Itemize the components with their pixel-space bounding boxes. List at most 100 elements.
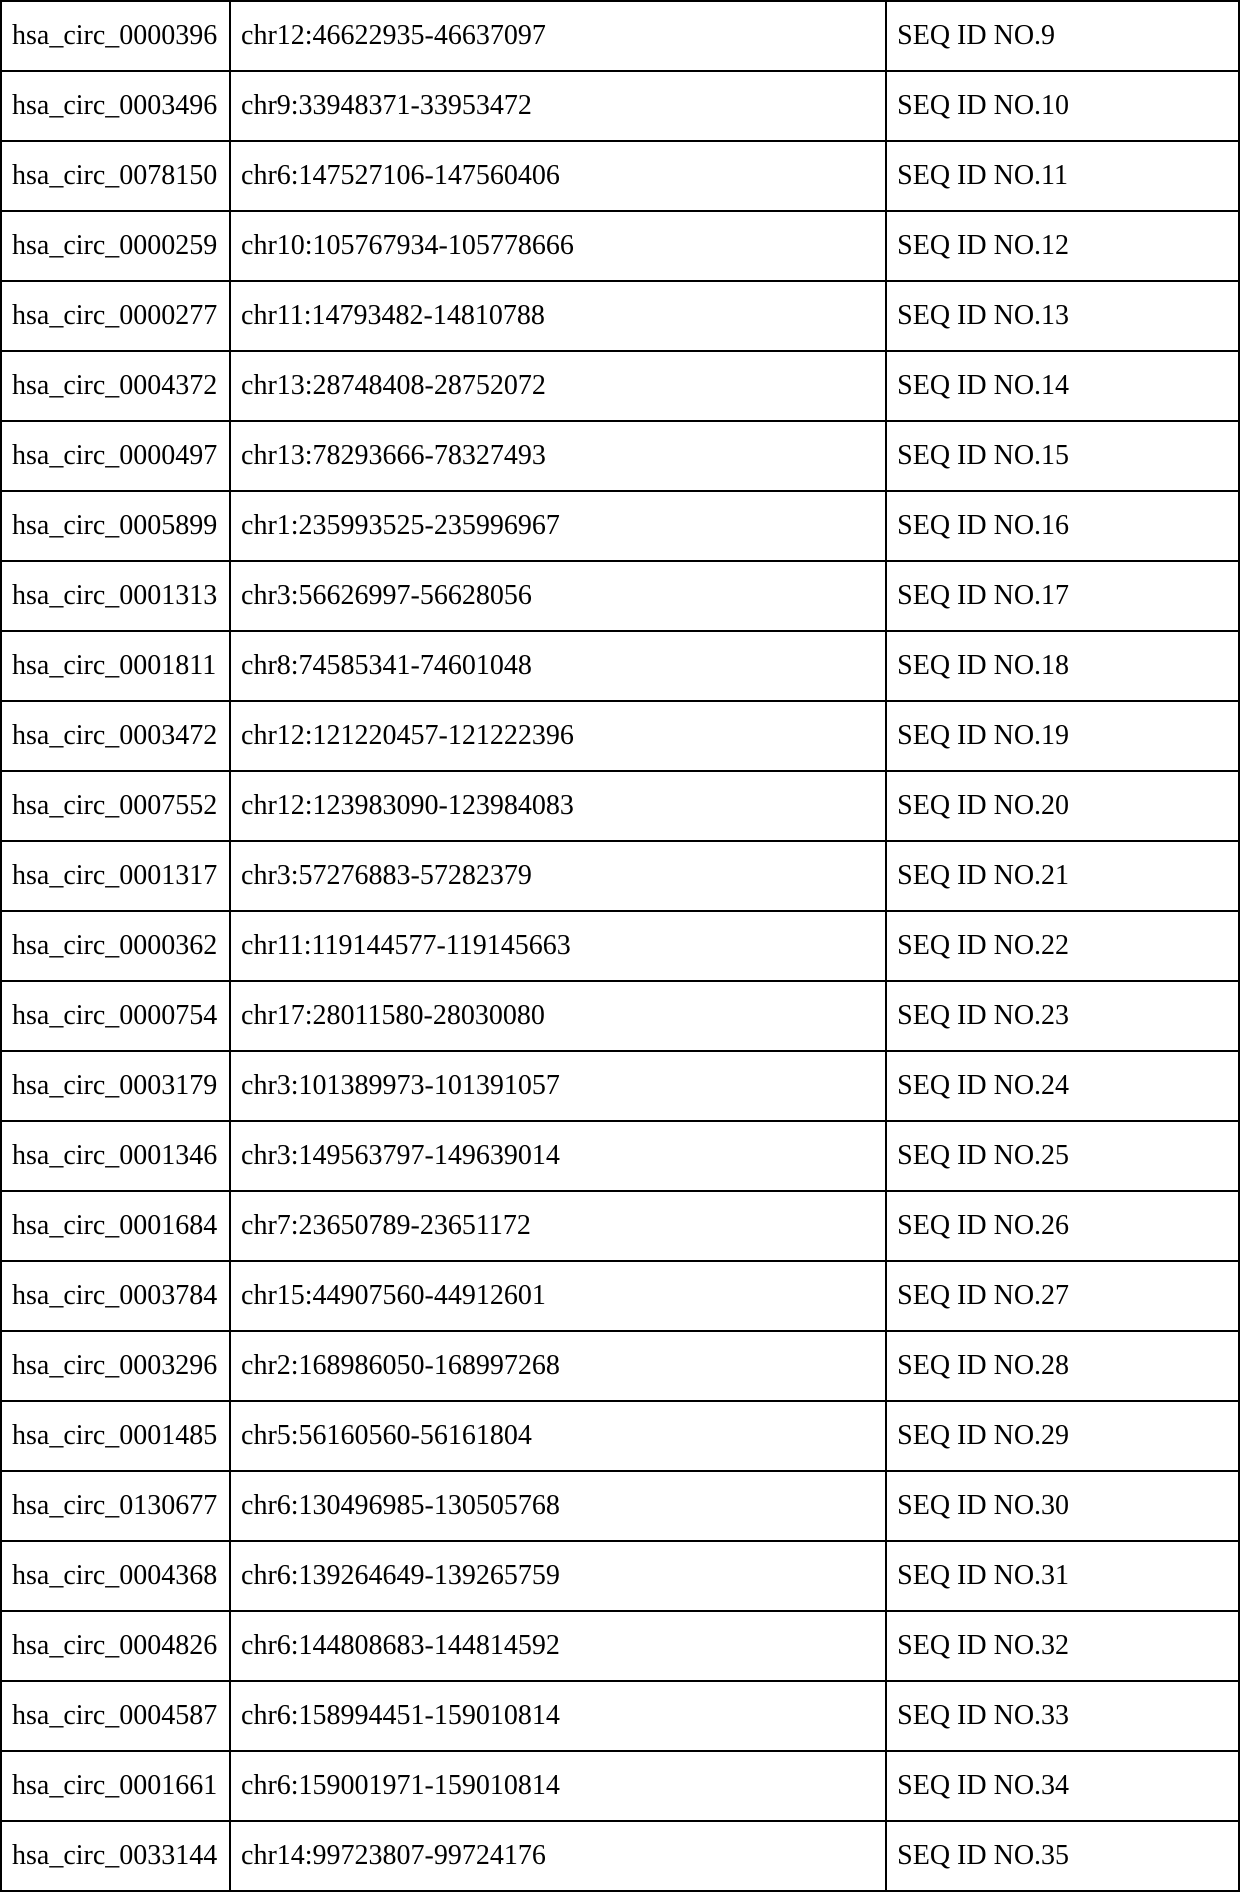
location-cell: chr3:149563797-149639014 <box>230 1121 886 1191</box>
location-cell: chr6:159001971-159010814 <box>230 1751 886 1821</box>
seq-id-cell: SEQ ID NO.33 <box>886 1681 1239 1751</box>
table-row: hsa_circ_0001811chr8:74585341-74601048SE… <box>1 631 1239 701</box>
table-row: hsa_circ_0003496chr9:33948371-33953472SE… <box>1 71 1239 141</box>
table-row: hsa_circ_0001346chr3:149563797-149639014… <box>1 1121 1239 1191</box>
location-cell: chr1:235993525-235996967 <box>230 491 886 561</box>
circ-id-cell: hsa_circ_0004587 <box>1 1681 230 1751</box>
seq-id-cell: SEQ ID NO.28 <box>886 1331 1239 1401</box>
table-row: hsa_circ_0004368chr6:139264649-139265759… <box>1 1541 1239 1611</box>
location-cell: chr3:101389973-101391057 <box>230 1051 886 1121</box>
circ-id-cell: hsa_circ_0001684 <box>1 1191 230 1261</box>
circ-id-cell: hsa_circ_0007552 <box>1 771 230 841</box>
seq-id-cell: SEQ ID NO.19 <box>886 701 1239 771</box>
circ-id-cell: hsa_circ_0130677 <box>1 1471 230 1541</box>
location-cell: chr17:28011580-28030080 <box>230 981 886 1051</box>
seq-id-cell: SEQ ID NO.15 <box>886 421 1239 491</box>
location-cell: chr10:105767934-105778666 <box>230 211 886 281</box>
location-cell: chr2:168986050-168997268 <box>230 1331 886 1401</box>
location-cell: chr13:78293666-78327493 <box>230 421 886 491</box>
table-row: hsa_circ_0000259chr10:105767934-10577866… <box>1 211 1239 281</box>
table-row: hsa_circ_0003296chr2:168986050-168997268… <box>1 1331 1239 1401</box>
seq-id-cell: SEQ ID NO.17 <box>886 561 1239 631</box>
location-cell: chr12:121220457-121222396 <box>230 701 886 771</box>
seq-id-cell: SEQ ID NO.14 <box>886 351 1239 421</box>
seq-id-cell: SEQ ID NO.31 <box>886 1541 1239 1611</box>
circ-id-cell: hsa_circ_0001811 <box>1 631 230 701</box>
seq-id-cell: SEQ ID NO.13 <box>886 281 1239 351</box>
seq-id-cell: SEQ ID NO.10 <box>886 71 1239 141</box>
table-row: hsa_circ_0000497chr13:78293666-78327493S… <box>1 421 1239 491</box>
seq-id-cell: SEQ ID NO.26 <box>886 1191 1239 1261</box>
circ-id-cell: hsa_circ_0001346 <box>1 1121 230 1191</box>
seq-id-cell: SEQ ID NO.18 <box>886 631 1239 701</box>
seq-id-cell: SEQ ID NO.23 <box>886 981 1239 1051</box>
circ-id-cell: hsa_circ_0005899 <box>1 491 230 561</box>
circ-id-cell: hsa_circ_0000396 <box>1 1 230 71</box>
location-cell: chr9:33948371-33953472 <box>230 71 886 141</box>
location-cell: chr13:28748408-28752072 <box>230 351 886 421</box>
location-cell: chr11:119144577-119145663 <box>230 911 886 981</box>
circ-id-cell: hsa_circ_0003296 <box>1 1331 230 1401</box>
seq-id-cell: SEQ ID NO.30 <box>886 1471 1239 1541</box>
location-cell: chr6:147527106-147560406 <box>230 141 886 211</box>
circ-id-cell: hsa_circ_0000259 <box>1 211 230 281</box>
table-row: hsa_circ_0007552chr12:123983090-12398408… <box>1 771 1239 841</box>
circ-id-cell: hsa_circ_0001661 <box>1 1751 230 1821</box>
location-cell: chr14:99723807-99724176 <box>230 1821 886 1891</box>
seq-id-cell: SEQ ID NO.21 <box>886 841 1239 911</box>
table-row: hsa_circ_0001684chr7:23650789-23651172SE… <box>1 1191 1239 1261</box>
table-row: hsa_circ_0004826chr6:144808683-144814592… <box>1 1611 1239 1681</box>
table-row: hsa_circ_0003784chr15:44907560-44912601S… <box>1 1261 1239 1331</box>
seq-id-cell: SEQ ID NO.32 <box>886 1611 1239 1681</box>
location-cell: chr11:14793482-14810788 <box>230 281 886 351</box>
table-row: hsa_circ_0003472chr12:121220457-12122239… <box>1 701 1239 771</box>
circ-id-cell: hsa_circ_0000362 <box>1 911 230 981</box>
seq-id-cell: SEQ ID NO.11 <box>886 141 1239 211</box>
location-cell: chr8:74585341-74601048 <box>230 631 886 701</box>
circ-id-cell: hsa_circ_0004372 <box>1 351 230 421</box>
location-cell: chr6:144808683-144814592 <box>230 1611 886 1681</box>
circ-id-cell: hsa_circ_0001317 <box>1 841 230 911</box>
circ-id-cell: hsa_circ_0078150 <box>1 141 230 211</box>
seq-id-cell: SEQ ID NO.25 <box>886 1121 1239 1191</box>
circ-id-cell: hsa_circ_0003472 <box>1 701 230 771</box>
seq-id-cell: SEQ ID NO.20 <box>886 771 1239 841</box>
circ-id-cell: hsa_circ_0003496 <box>1 71 230 141</box>
seq-id-cell: SEQ ID NO.27 <box>886 1261 1239 1331</box>
sequence-table: hsa_circ_0000396chr12:46622935-46637097S… <box>0 0 1240 1892</box>
seq-id-cell: SEQ ID NO.22 <box>886 911 1239 981</box>
location-cell: chr15:44907560-44912601 <box>230 1261 886 1331</box>
table-row: hsa_circ_0004587chr6:158994451-159010814… <box>1 1681 1239 1751</box>
circ-id-cell: hsa_circ_0000497 <box>1 421 230 491</box>
table-row: hsa_circ_0000396chr12:46622935-46637097S… <box>1 1 1239 71</box>
location-cell: chr3:56626997-56628056 <box>230 561 886 631</box>
location-cell: chr5:56160560-56161804 <box>230 1401 886 1471</box>
table-row: hsa_circ_0000362chr11:119144577-11914566… <box>1 911 1239 981</box>
table-row: hsa_circ_0001313chr3:56626997-56628056SE… <box>1 561 1239 631</box>
circ-id-cell: hsa_circ_0000277 <box>1 281 230 351</box>
circ-id-cell: hsa_circ_0001485 <box>1 1401 230 1471</box>
seq-id-cell: SEQ ID NO.34 <box>886 1751 1239 1821</box>
seq-id-cell: SEQ ID NO.9 <box>886 1 1239 71</box>
table-row: hsa_circ_0078150chr6:147527106-147560406… <box>1 141 1239 211</box>
circ-id-cell: hsa_circ_0004826 <box>1 1611 230 1681</box>
table-row: hsa_circ_0000277chr11:14793482-14810788S… <box>1 281 1239 351</box>
circ-id-cell: hsa_circ_0001313 <box>1 561 230 631</box>
table-row: hsa_circ_0130677chr6:130496985-130505768… <box>1 1471 1239 1541</box>
circ-id-cell: hsa_circ_0000754 <box>1 981 230 1051</box>
table-row: hsa_circ_0001661chr6:159001971-159010814… <box>1 1751 1239 1821</box>
table-row: hsa_circ_0000754chr17:28011580-28030080S… <box>1 981 1239 1051</box>
location-cell: chr12:123983090-123984083 <box>230 771 886 841</box>
seq-id-cell: SEQ ID NO.16 <box>886 491 1239 561</box>
circ-id-cell: hsa_circ_0003179 <box>1 1051 230 1121</box>
table-row: hsa_circ_0033144chr14:99723807-99724176S… <box>1 1821 1239 1891</box>
circ-id-cell: hsa_circ_0003784 <box>1 1261 230 1331</box>
seq-id-cell: SEQ ID NO.29 <box>886 1401 1239 1471</box>
seq-id-cell: SEQ ID NO.12 <box>886 211 1239 281</box>
location-cell: chr3:57276883-57282379 <box>230 841 886 911</box>
location-cell: chr6:158994451-159010814 <box>230 1681 886 1751</box>
table-row: hsa_circ_0005899chr1:235993525-235996967… <box>1 491 1239 561</box>
sequence-table-container: hsa_circ_0000396chr12:46622935-46637097S… <box>0 0 1240 1892</box>
location-cell: chr6:139264649-139265759 <box>230 1541 886 1611</box>
circ-id-cell: hsa_circ_0033144 <box>1 1821 230 1891</box>
